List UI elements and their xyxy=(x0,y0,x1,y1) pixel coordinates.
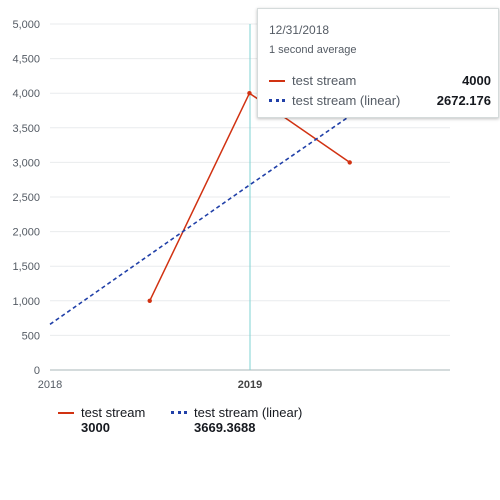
dotted-line-swatch-icon xyxy=(171,411,187,414)
tooltip-subtitle: 1 second average xyxy=(269,44,357,56)
x-axis-tick-labels: 2018 2019 xyxy=(38,379,262,391)
x-tick-label: 2019 xyxy=(238,379,262,391)
legend-series-value: 3000 xyxy=(81,420,110,435)
y-tick-label: 4,500 xyxy=(12,54,40,66)
legend-series-name: test stream xyxy=(81,405,146,420)
y-axis-tick-labels: 0 500 1,000 1,500 2,000 2,500 3,000 3,500 4,000 4… xyxy=(12,19,40,377)
solid-line-swatch-icon xyxy=(58,412,74,414)
series-line-test-stream-linear[interactable] xyxy=(49,115,351,325)
tooltip-series-name: test stream (linear) xyxy=(292,93,401,108)
hover-tooltip: 12/31/2018 1 second average test stream … xyxy=(257,8,499,118)
tooltip-date: 12/31/2018 xyxy=(269,23,330,37)
data-point[interactable] xyxy=(347,160,352,165)
data-point[interactable] xyxy=(147,298,152,303)
y-tick-label: 500 xyxy=(22,330,40,342)
y-tick-label: 0 xyxy=(34,365,40,377)
x-tick-label: 2018 xyxy=(38,379,62,391)
tooltip-series-name: test stream xyxy=(292,73,357,88)
y-tick-label: 2,000 xyxy=(12,227,40,239)
y-tick-label: 3,500 xyxy=(12,123,40,135)
data-point[interactable] xyxy=(247,91,252,96)
y-tick-label: 5,000 xyxy=(12,19,40,31)
legend-series-value: 3669.3688 xyxy=(194,420,256,435)
tooltip-row-test-stream: test stream 4000 xyxy=(269,73,491,89)
tooltip-series-value: 4000 xyxy=(462,73,491,88)
y-tick-label: 1,500 xyxy=(12,261,40,273)
y-tick-label: 3,000 xyxy=(12,157,40,169)
dotted-line-swatch-icon xyxy=(269,99,285,102)
y-tick-label: 1,000 xyxy=(12,296,40,308)
y-tick-label: 2,500 xyxy=(12,192,40,204)
tooltip-row-test-stream-linear: test stream (linear) 2672.176 xyxy=(269,93,491,109)
solid-line-swatch-icon xyxy=(269,80,285,82)
tooltip-series-value: 2672.176 xyxy=(436,93,491,108)
legend-series-name: test stream (linear) xyxy=(194,405,303,420)
series-lines[interactable] xyxy=(49,91,352,325)
y-tick-label: 4,000 xyxy=(12,88,40,100)
